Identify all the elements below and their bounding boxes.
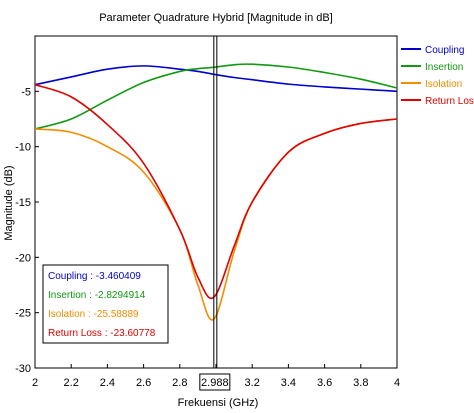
x-axis-label: Frekuensi (GHz) [178, 397, 259, 409]
y-tick-label: -30 [15, 363, 31, 375]
legend-label: Return Loss [425, 96, 474, 107]
x-tick-label: 3.2 [245, 377, 260, 389]
marker-value-label: 2.988 [201, 377, 229, 389]
x-tick-label: 2.4 [100, 377, 115, 389]
x-tick-label: 2.6 [136, 377, 151, 389]
frequency-marker[interactable]: 2.988 [199, 36, 231, 391]
y-tick-label: -20 [15, 252, 31, 264]
readout-frame [42, 264, 169, 344]
axis-ticks: 2 2.2 2.4 2.6 2.8 3.2 3.4 3.6 3.8 4 -5 -10 -15 -20 -25… [15, 86, 400, 389]
legend-label: Coupling [425, 45, 464, 56]
readout-line: Insertion : -2.8294914 [48, 290, 146, 301]
readout-line: Isolation : -25.58889 [48, 309, 139, 320]
legend: Coupling Insertion Isolation Return Loss [401, 45, 474, 107]
x-tick-label: 3.4 [281, 377, 296, 389]
readout-line: Coupling : -3.460409 [48, 271, 141, 282]
y-axis-label: Magnitude (dB) [3, 165, 15, 240]
x-tick-label: 2 [32, 377, 38, 389]
x-tick-label: 3.6 [317, 377, 332, 389]
x-tick-label: 3.8 [353, 377, 368, 389]
x-tick-label: 2.8 [172, 377, 187, 389]
y-tick-label: -10 [15, 142, 31, 154]
marker-value-box [199, 373, 231, 391]
y-tick-label: -15 [15, 197, 31, 209]
marker-readout-box: Coupling : -3.460409 Insertion : -2.82949… [42, 264, 169, 344]
y-tick-label: -25 [15, 308, 31, 320]
readout-line: Return Loss : -23.60778 [48, 328, 156, 339]
x-tick-label: 2.2 [64, 377, 79, 389]
x-tick-label: 4 [394, 377, 400, 389]
legend-label: Isolation [425, 79, 462, 90]
legend-label: Insertion [425, 62, 463, 73]
chart-title: Parameter Quadrature Hybrid [Magnitude i… [99, 12, 333, 24]
y-tick-label: -5 [21, 86, 31, 98]
